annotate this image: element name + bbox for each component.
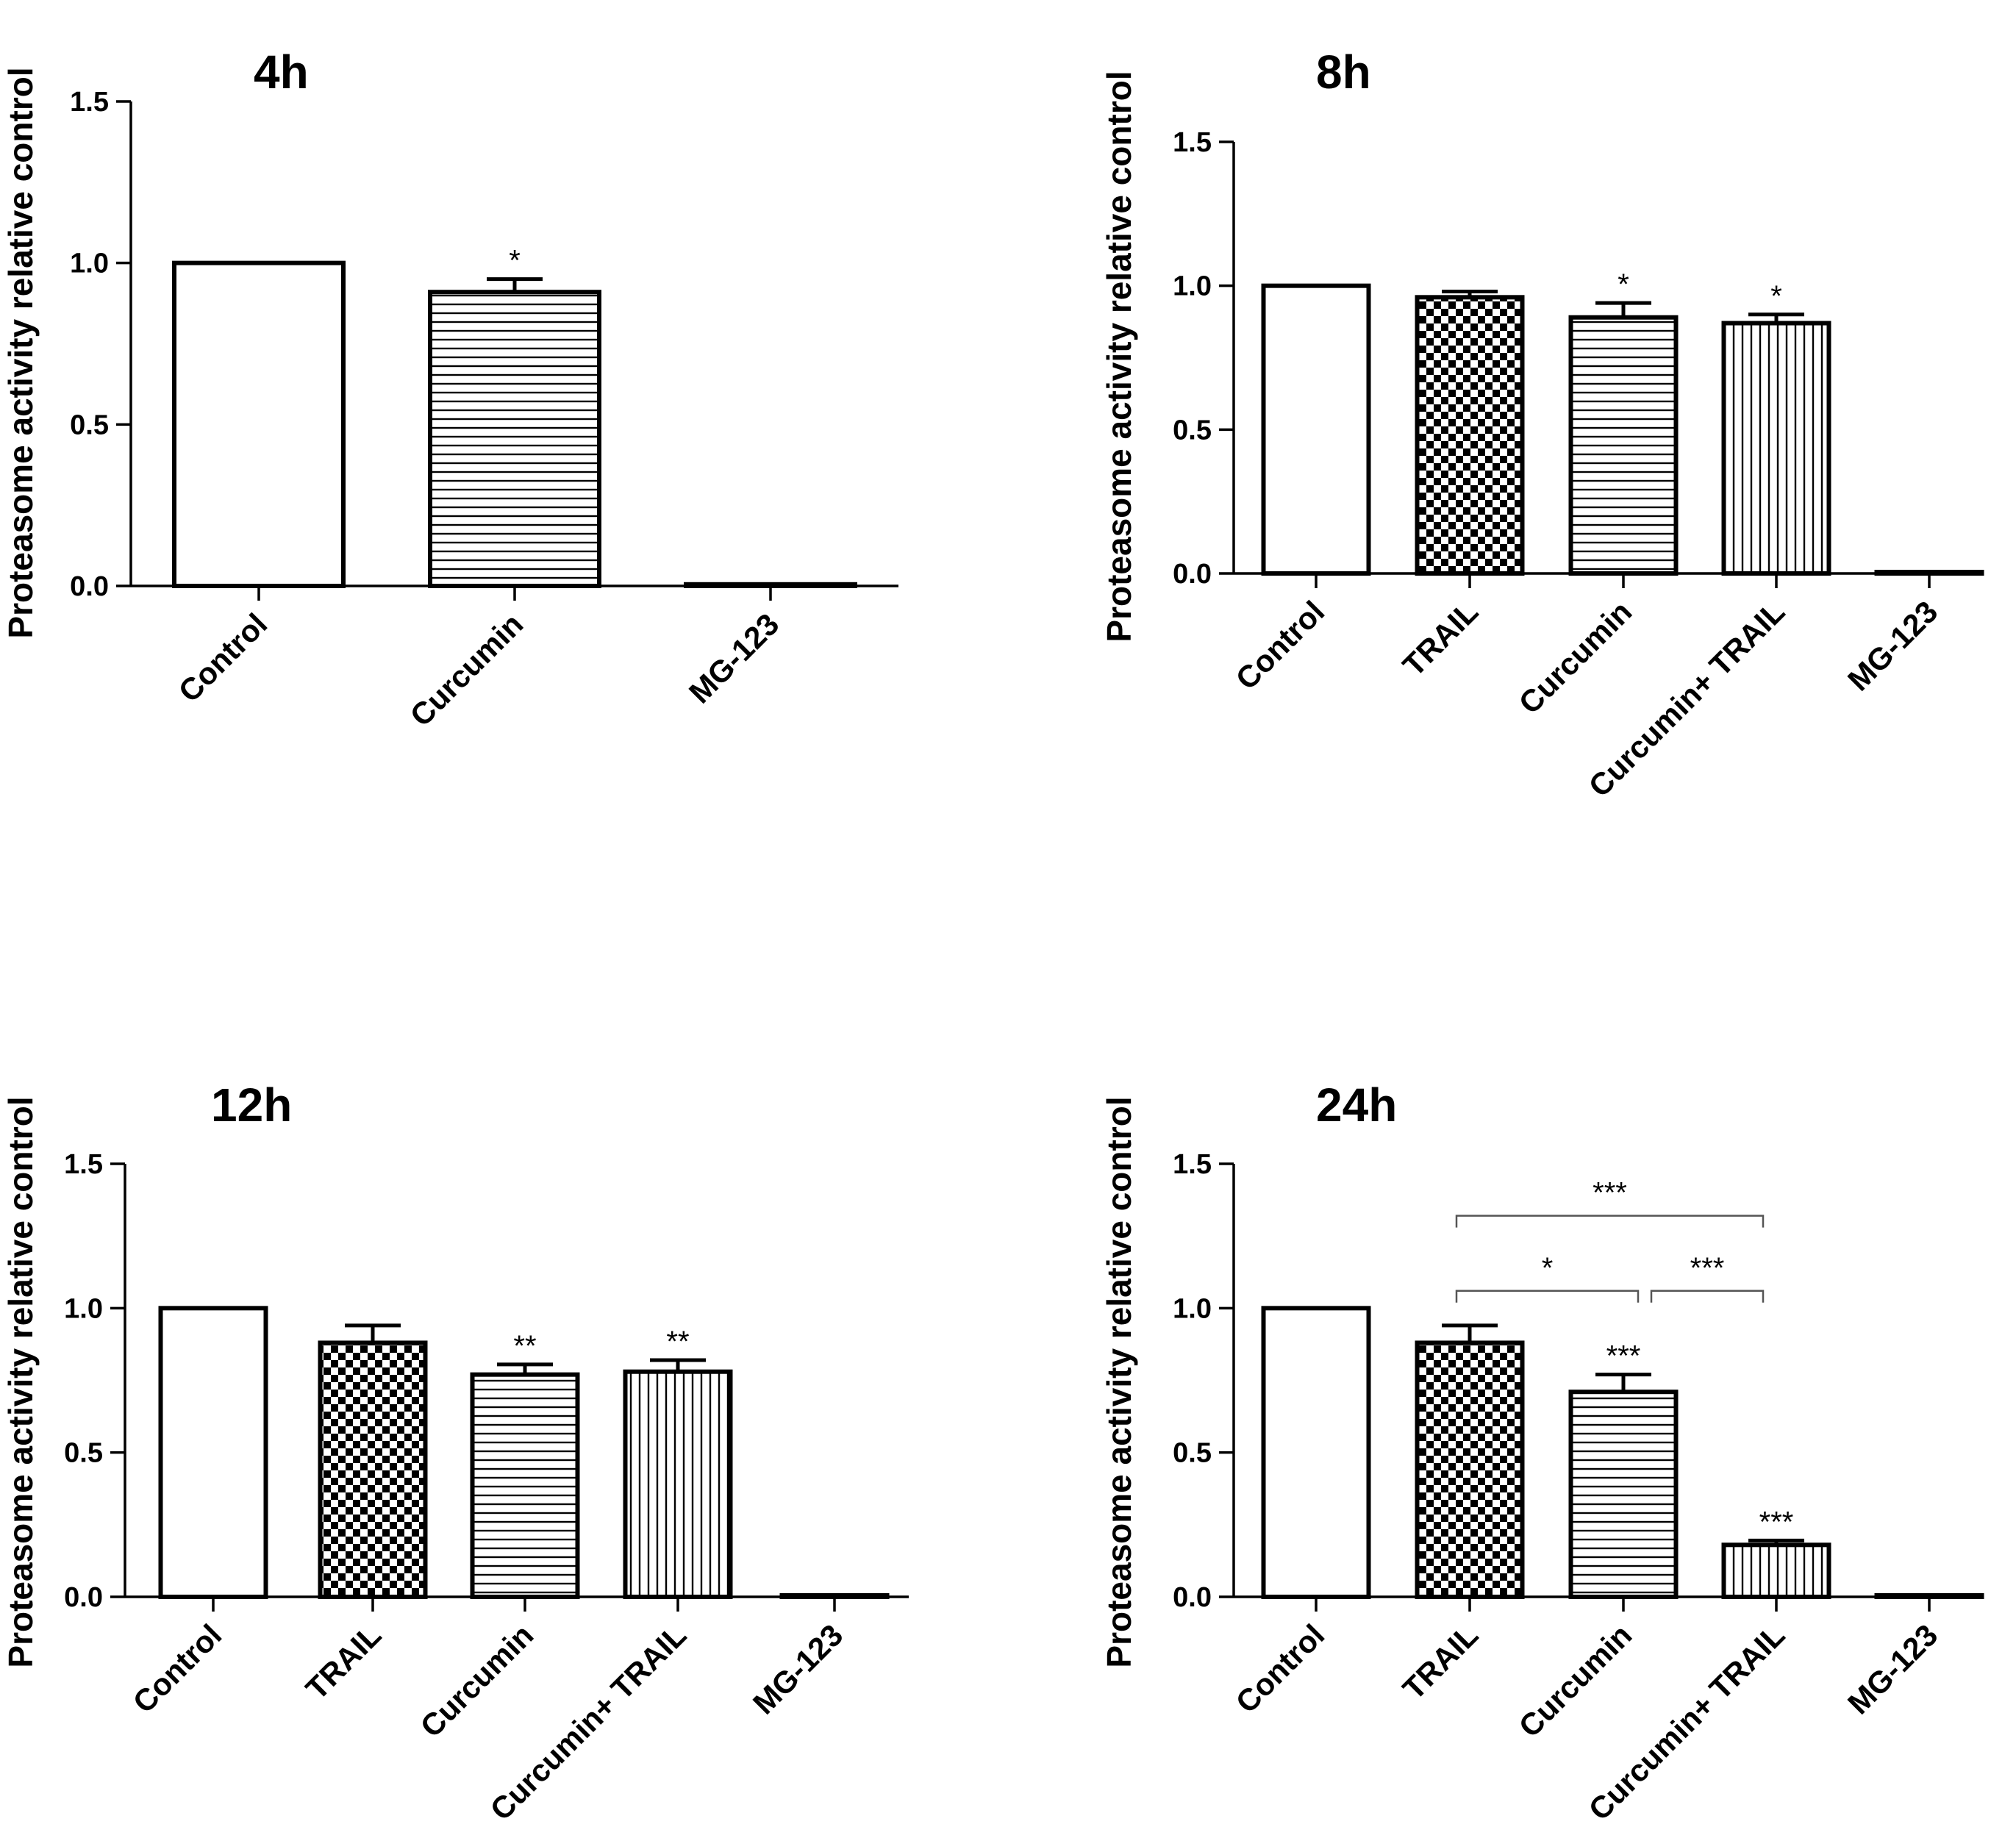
x-category-label: Control — [1229, 1617, 1332, 1720]
bar-curcumin-trail — [623, 1369, 733, 1599]
significance-mark: ** — [513, 1330, 536, 1362]
y-tick-label: 1.5 — [1173, 127, 1212, 158]
x-category-label: TRAIL — [1396, 1617, 1485, 1706]
bar-curcumin-trail — [1721, 1542, 1831, 1600]
x-category-label: Curcumin — [1512, 1617, 1639, 1744]
bar-mg-123 — [1874, 570, 1984, 576]
y-tick-label: 0.0 — [1173, 559, 1212, 590]
bar-curcumin-trail — [1721, 321, 1831, 576]
y-tick-label: 0.5 — [64, 1438, 103, 1469]
chart-panel-8h: 8h Proteasome activity relative control … — [1100, 46, 1984, 804]
significance-mark: *** — [1759, 1506, 1794, 1538]
x-category-label: Control — [172, 607, 274, 709]
bar-control — [1261, 1306, 1371, 1600]
comparison-bracket — [1455, 1215, 1765, 1228]
significance-mark: * — [1770, 280, 1782, 312]
y-tick-label: 0.5 — [70, 410, 109, 440]
y-tick-label: 1.5 — [70, 87, 109, 118]
bar-trail — [1415, 295, 1525, 576]
y-tick-label: 1.5 — [1173, 1149, 1212, 1180]
y-axis-title: Proteasome activity relative control — [1, 67, 40, 638]
x-category-label: Curcumin — [404, 607, 530, 733]
bar-curcumin — [1568, 1390, 1679, 1599]
x-category-label: Control — [126, 1617, 229, 1720]
significance-mark: ** — [666, 1326, 689, 1358]
y-tick-label: 0.0 — [70, 571, 109, 602]
y-tick-label: 0.5 — [1173, 1438, 1212, 1469]
bracket-significance-mark: * — [1542, 1252, 1554, 1284]
bar-control — [1261, 283, 1371, 576]
y-axis-title: Proteasome activity relative control — [1, 1096, 40, 1667]
chart-panel-24h: 24h Proteasome activity relative control… — [1100, 1079, 1984, 1827]
panel-title: 12h — [211, 1079, 292, 1131]
panel-title: 24h — [1316, 1079, 1397, 1131]
y-axis-title: Proteasome activity relative control — [1100, 71, 1138, 642]
y-tick-label: 1.0 — [1173, 1293, 1212, 1324]
chart-panel-4h: 4h Proteasome activity relative control … — [1, 46, 898, 733]
chart-panel-12h: 12h Proteasome activity relative control… — [1, 1079, 909, 1827]
bar-trail — [318, 1340, 428, 1600]
significance-mark: * — [509, 245, 521, 277]
comparison-bracket — [1650, 1290, 1765, 1303]
panel-title: 4h — [254, 46, 309, 99]
panel-title: 8h — [1316, 46, 1371, 99]
bar-control — [158, 1306, 268, 1600]
bracket-significance-mark: *** — [1690, 1252, 1725, 1284]
x-category-label: MG-123 — [746, 1617, 850, 1721]
y-tick-label: 1.0 — [64, 1293, 103, 1324]
x-category-label: MG-123 — [682, 607, 786, 710]
y-tick-label: 1.0 — [70, 248, 109, 279]
x-category-label: TRAIL — [299, 1617, 388, 1706]
x-category-label: MG-123 — [1841, 1617, 1945, 1721]
y-tick-label: 1.5 — [64, 1149, 103, 1180]
x-category-label: Curcumin — [414, 1617, 540, 1744]
bar-trail — [1415, 1340, 1525, 1600]
x-category-label: TRAIL — [1396, 594, 1485, 683]
significance-mark: * — [1618, 268, 1629, 301]
comparison-bracket — [1455, 1290, 1640, 1303]
y-tick-label: 0.5 — [1173, 415, 1212, 446]
y-tick-label: 0.0 — [1173, 1582, 1212, 1613]
y-axis-title: Proteasome activity relative control — [1100, 1096, 1138, 1667]
bar-curcumin — [428, 290, 601, 588]
x-category-label: Control — [1229, 594, 1332, 696]
x-category-label: Curcumin — [1512, 594, 1639, 720]
x-category-label: MG-123 — [1841, 594, 1945, 698]
y-tick-label: 0.0 — [64, 1582, 103, 1613]
bar-mg-123 — [684, 582, 857, 589]
bracket-significance-mark: *** — [1593, 1177, 1627, 1209]
bar-control — [172, 260, 346, 588]
bar-curcumin — [470, 1372, 580, 1599]
significance-mark: *** — [1606, 1340, 1641, 1373]
bar-mg-123 — [779, 1593, 890, 1599]
y-tick-label: 1.0 — [1173, 271, 1212, 302]
bar-mg-123 — [1874, 1593, 1984, 1599]
bar-curcumin — [1568, 315, 1679, 576]
